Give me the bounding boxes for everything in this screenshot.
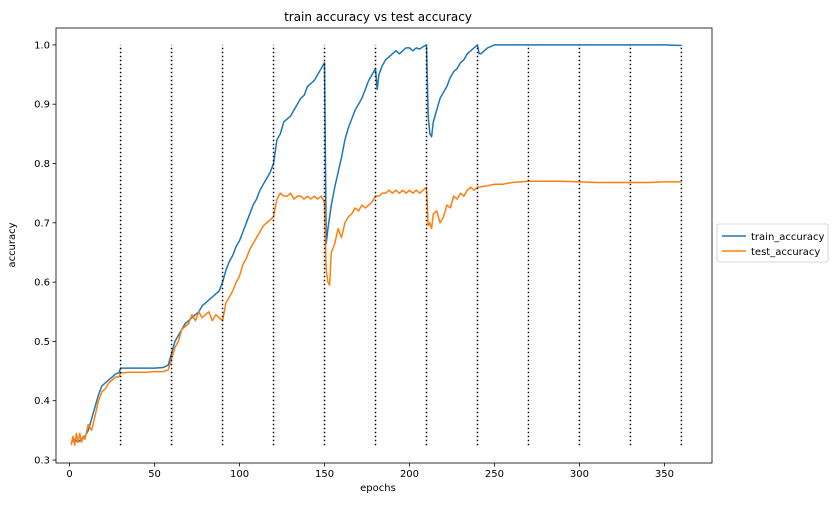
legend-label-train: train_accuracy [751, 232, 824, 243]
legend-label-test: test_accuracy [751, 247, 820, 258]
x-axis-label: epochs [360, 483, 396, 494]
x-tick-label: 300 [570, 469, 589, 480]
test-accuracy-line [70, 180, 682, 446]
x-tick-label: 50 [148, 469, 161, 480]
x-tick-label: 100 [230, 469, 249, 480]
legend-frame [716, 223, 829, 263]
legend: train_accuracy test_accuracy [716, 223, 829, 263]
x-axis: 0 50 100 150 200 250 300 350 [66, 463, 674, 480]
x-tick-label: 0 [66, 469, 72, 480]
y-tick-label: 1.0 [34, 40, 50, 51]
y-tick-label: 0.8 [34, 159, 50, 170]
x-tick-label: 150 [315, 469, 334, 480]
x-tick-label: 350 [655, 469, 674, 480]
y-tick-label: 0.3 [34, 456, 50, 467]
x-tick-label: 200 [400, 469, 419, 480]
y-tick-label: 0.5 [34, 337, 50, 348]
y-tick-label: 0.9 [34, 100, 50, 111]
axes-frame [55, 27, 713, 464]
y-tick-label: 0.4 [34, 396, 50, 407]
y-tick-label: 0.7 [34, 218, 50, 229]
y-axis: 0.3 0.4 0.5 0.6 0.7 0.8 0.9 1.0 [34, 40, 56, 467]
chart-title: train accuracy vs test accuracy [284, 10, 472, 24]
plot-area [70, 44, 683, 446]
x-tick-label: 250 [485, 469, 504, 480]
y-tick-label: 0.6 [34, 278, 50, 289]
train-accuracy-line [70, 44, 682, 443]
y-axis-label: accuracy [7, 222, 18, 267]
